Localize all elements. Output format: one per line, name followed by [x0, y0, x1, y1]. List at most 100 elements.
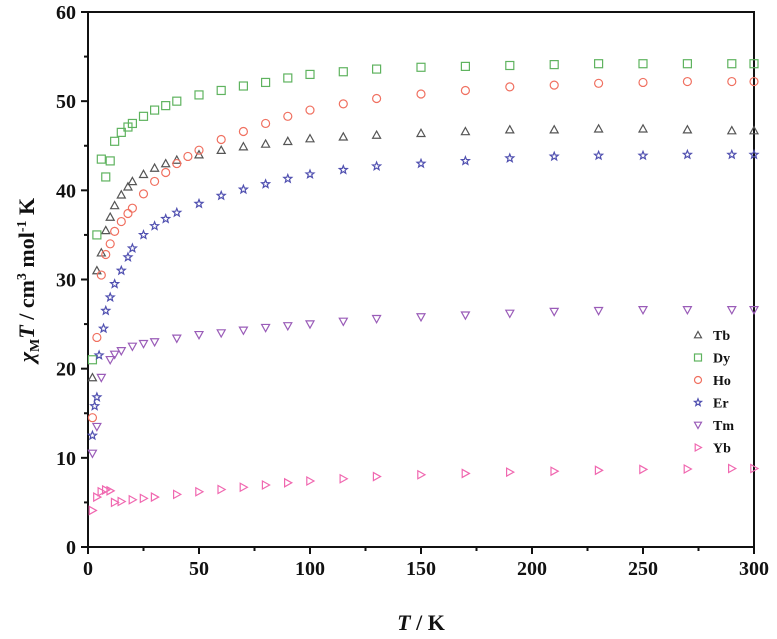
data-point-yb: [683, 463, 693, 474]
data-point-tb: [637, 123, 649, 133]
data-point-ho: [172, 158, 182, 169]
data-point-tm: [216, 329, 227, 339]
data-point-tm: [109, 350, 120, 360]
data-point-dy: [150, 105, 160, 115]
legend-label-er: Er: [713, 397, 729, 412]
data-point-dy: [305, 69, 315, 80]
data-point-dy: [87, 355, 98, 365]
data-point-ho: [96, 270, 106, 280]
data-point-yb: [101, 484, 111, 495]
y-sub-m: M: [28, 339, 43, 352]
data-point-dy: [505, 60, 515, 71]
data-point-tb: [100, 225, 111, 235]
data-point-yb: [550, 466, 560, 477]
data-point-tm: [138, 339, 149, 349]
data-point-yb: [284, 477, 294, 488]
data-point-er: [171, 206, 183, 218]
data-point-er: [637, 149, 649, 161]
y-tick-label: 40: [56, 180, 76, 202]
data-point-tb: [371, 129, 382, 139]
data-point-ho: [505, 82, 515, 92]
data-point-ho: [727, 76, 737, 87]
legend-label-yb: Yb: [713, 442, 731, 457]
data-point-er: [100, 304, 112, 316]
data-point-tm: [682, 306, 693, 316]
data-point-dy: [96, 154, 106, 164]
data-point-tm: [338, 317, 349, 327]
data-point-ho: [138, 189, 149, 199]
data-point-yb: [139, 493, 149, 504]
data-point-tb: [304, 133, 316, 143]
data-point-dy: [338, 67, 348, 77]
x-tick-label: 100: [295, 558, 325, 580]
data-point-dy: [116, 127, 126, 137]
data-point-er: [304, 168, 316, 180]
x-tick-label: 0: [83, 558, 93, 580]
data-point-yb: [750, 463, 760, 474]
data-point-yb: [150, 492, 160, 503]
data-point-er: [371, 160, 383, 172]
data-point-ho: [638, 77, 648, 88]
data-point-ho: [105, 239, 115, 249]
data-point-tm: [116, 347, 127, 357]
data-point-er: [237, 183, 249, 195]
data-point-tb: [338, 131, 349, 141]
data-point-er: [126, 242, 138, 254]
data-point-tm: [91, 422, 102, 432]
data-point-tm: [260, 323, 271, 333]
data-point-tm: [193, 330, 205, 341]
data-point-tm: [105, 355, 116, 365]
data-point-tm: [87, 449, 98, 459]
data-point-tb: [549, 124, 560, 134]
data-point-tb: [504, 124, 515, 134]
legend-marker-tm: [693, 421, 703, 430]
data-point-er: [97, 322, 110, 334]
data-point-dy: [138, 111, 149, 121]
data-point-tb: [127, 176, 138, 186]
data-point-dy: [161, 101, 171, 111]
x-axis-title-unit: / K: [411, 610, 445, 635]
data-point-dy: [460, 61, 470, 71]
data-point-ho: [101, 249, 111, 260]
x-axis-title-var: T: [397, 610, 412, 635]
y-axis-title: χMT / cm3 mol-1 K: [14, 198, 43, 365]
data-point-ho: [161, 167, 171, 178]
data-point-tb: [216, 144, 227, 155]
data-point-er: [193, 197, 205, 209]
data-point-dy: [682, 59, 693, 69]
data-point-tb: [87, 372, 98, 382]
data-point-yb: [217, 484, 227, 495]
legend-label-tb: Tb: [713, 329, 730, 344]
data-point-er: [104, 291, 116, 303]
data-point-er: [89, 400, 101, 411]
data-point-dy: [372, 64, 382, 74]
plot-frame: [87, 11, 755, 548]
data-point-tb: [238, 141, 249, 151]
data-point-er: [109, 278, 121, 289]
legend-marker-er: [692, 397, 704, 407]
data-point-yb: [195, 486, 205, 497]
data-point-tb: [109, 200, 120, 210]
y-sup-3: 3: [15, 273, 30, 280]
data-point-er: [115, 264, 127, 276]
data-point-yb: [506, 467, 516, 478]
data-point-tb: [682, 124, 693, 134]
y-unit-K: K: [14, 198, 39, 221]
data-point-tm: [549, 307, 560, 317]
data-point-er: [137, 229, 150, 240]
data-point-yb: [339, 473, 349, 484]
data-point-tm: [726, 306, 737, 316]
y-tick-label: 0: [66, 537, 76, 559]
data-point-tb: [726, 125, 737, 135]
data-point-er: [548, 150, 560, 162]
data-point-tb: [593, 123, 604, 133]
data-point-ho: [372, 93, 382, 104]
data-point-tm: [593, 306, 604, 316]
data-point-dy: [105, 156, 115, 166]
series-er: [86, 148, 760, 441]
data-point-dy: [549, 60, 559, 70]
data-point-dy: [172, 96, 182, 106]
data-point-ho: [150, 176, 160, 187]
y-tick-label: 60: [56, 2, 76, 24]
data-point-ho: [92, 332, 102, 343]
